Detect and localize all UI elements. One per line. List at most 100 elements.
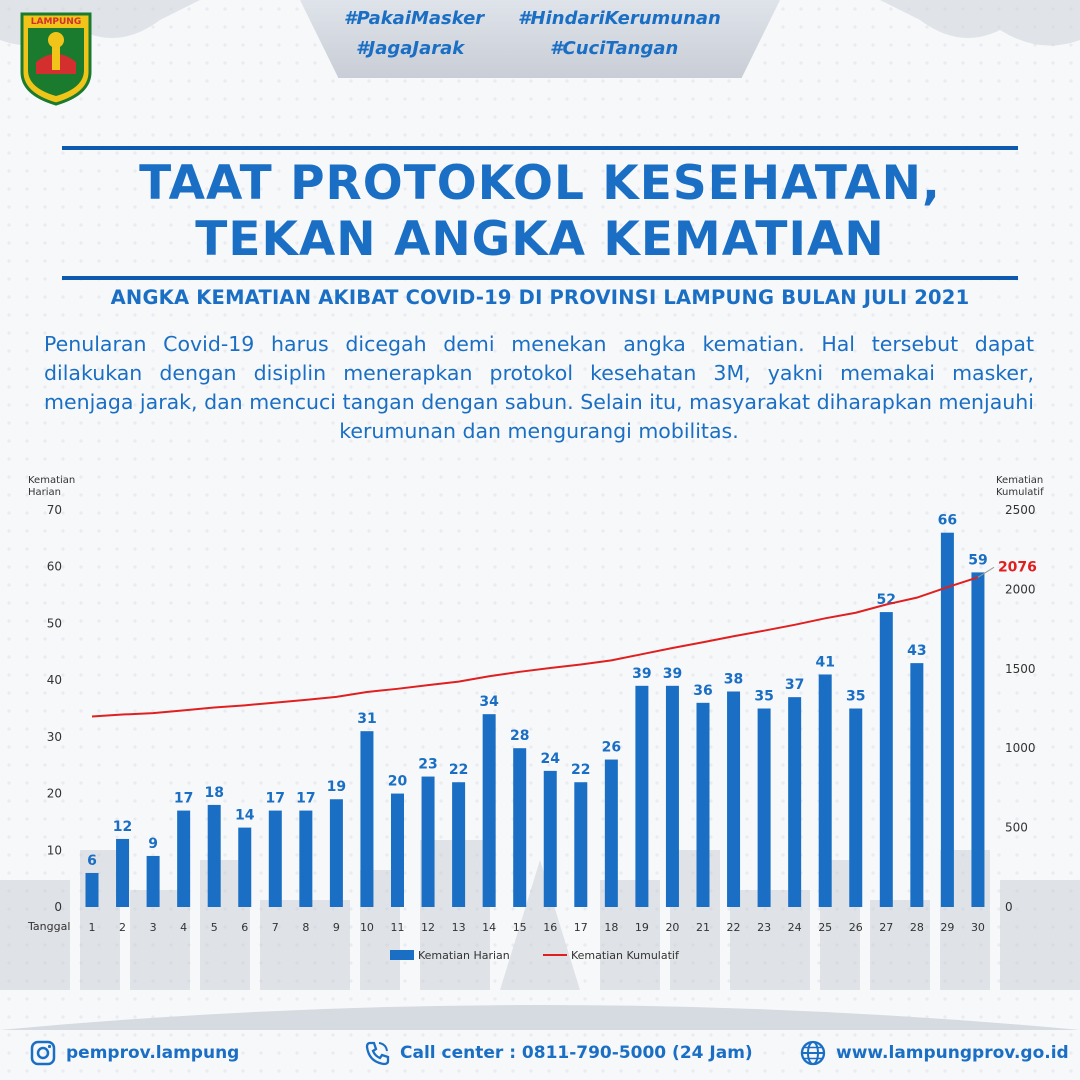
chart-subtitle: ANGKA KEMATIAN AKIBAT COVID-19 DI PROVIN… bbox=[110, 286, 970, 309]
hashtag: #CuciTangan bbox=[550, 38, 679, 59]
x-tick-label: 26 bbox=[849, 921, 863, 934]
y-tick-label-left: 10 bbox=[47, 843, 62, 857]
instagram-handle: pemprov.lampung bbox=[66, 1043, 240, 1063]
line-kematian-kumulatif bbox=[91, 576, 979, 718]
bar-data-label: 22 bbox=[571, 762, 590, 778]
website-url: www.lampungprov.go.id bbox=[836, 1043, 1069, 1063]
bar-kematian-harian bbox=[238, 827, 252, 907]
bar-kematian-harian bbox=[635, 685, 649, 907]
bar-kematian-harian bbox=[177, 810, 191, 907]
description-paragraph: Penularan Covid-19 harus dicegah demi me… bbox=[44, 332, 1034, 443]
y-tick-label-right: 1500 bbox=[1005, 662, 1036, 676]
bar-data-label: 39 bbox=[663, 666, 682, 682]
hashtag: #PakaiMasker bbox=[344, 8, 485, 29]
right-ornament bbox=[880, 0, 1080, 46]
y-tick-label-left: 70 bbox=[47, 503, 62, 517]
call-center-text: Call center : 0811-790-5000 (24 Jam) bbox=[400, 1043, 753, 1063]
y-tick-label-right: 500 bbox=[1005, 821, 1028, 835]
footer-website[interactable]: www.lampungprov.go.id bbox=[800, 1040, 1069, 1066]
city-skyline-decoration bbox=[0, 840, 1080, 990]
x-tick-label: 29 bbox=[940, 921, 954, 934]
bar-data-label: 9 bbox=[148, 836, 158, 852]
bar-kematian-harian bbox=[513, 748, 527, 907]
bar-kematian-harian bbox=[940, 532, 954, 907]
hashtag: #JagaJarak bbox=[356, 38, 465, 59]
y-axis-title-right-line1: Kematian bbox=[996, 475, 1043, 486]
bar-kematian-harian bbox=[788, 697, 802, 907]
title-rule-top bbox=[62, 146, 1018, 150]
svg-text:LAMPUNG: LAMPUNG bbox=[31, 17, 81, 27]
x-tick-label: 23 bbox=[757, 921, 771, 934]
bar-data-label: 41 bbox=[815, 654, 834, 670]
x-tick-label: 12 bbox=[421, 921, 435, 934]
x-tick-label: 9 bbox=[333, 921, 340, 934]
bar-data-label: 38 bbox=[724, 671, 743, 687]
footer-instagram[interactable]: pemprov.lampung bbox=[30, 1040, 239, 1066]
bar-kematian-harian bbox=[818, 674, 832, 907]
bar-kematian-harian bbox=[543, 770, 557, 907]
bar-data-label: 35 bbox=[846, 689, 865, 705]
x-tick-label: 13 bbox=[452, 921, 466, 934]
x-tick-label: 22 bbox=[727, 921, 741, 934]
hashtag-banner bbox=[300, 0, 780, 78]
bar-kematian-harian bbox=[207, 804, 221, 907]
bar-kematian-harian bbox=[910, 663, 924, 907]
y-tick-label-right: 2000 bbox=[1005, 582, 1036, 596]
bar-data-label: 43 bbox=[907, 643, 926, 659]
bar-data-label: 20 bbox=[388, 774, 408, 790]
bar-kematian-harian bbox=[85, 872, 99, 907]
bar-data-label: 66 bbox=[938, 513, 957, 529]
x-tick-label: 10 bbox=[360, 921, 374, 934]
bar-data-label: 17 bbox=[296, 791, 315, 807]
bar-data-label: 24 bbox=[541, 751, 561, 767]
bar-data-label: 37 bbox=[785, 677, 804, 693]
bar-kematian-harian bbox=[116, 838, 130, 907]
line-end-label: 2076 bbox=[998, 559, 1037, 575]
bar-kematian-harian bbox=[452, 782, 466, 907]
bar-kematian-harian bbox=[757, 708, 771, 907]
x-tick-label: 25 bbox=[818, 921, 832, 934]
title-rule-bottom bbox=[62, 276, 1018, 280]
lampung-logo: LAMPUNG bbox=[20, 12, 92, 106]
end-label-leader bbox=[977, 566, 995, 578]
y-tick-label-right: 1000 bbox=[1005, 741, 1036, 755]
bar-data-label: 12 bbox=[113, 819, 132, 835]
bar-kematian-harian bbox=[727, 691, 741, 907]
x-tick-label: 17 bbox=[574, 921, 588, 934]
y-axis-title-left-line2: Harian bbox=[28, 487, 61, 498]
x-tick-label: 18 bbox=[604, 921, 618, 934]
y-tick-label-left: 20 bbox=[47, 787, 62, 801]
bar-data-label: 36 bbox=[693, 683, 712, 699]
legend-label-line: Kematian Kumulatif bbox=[571, 949, 680, 962]
x-tick-label: 21 bbox=[696, 921, 710, 934]
bar-data-label: 34 bbox=[479, 694, 499, 710]
x-tick-label: 14 bbox=[482, 921, 496, 934]
y-axis-title-right-line2: Kumulatif bbox=[996, 487, 1044, 498]
bar-kematian-harian bbox=[696, 702, 710, 907]
hashtag: #HindariKerumunan bbox=[518, 8, 721, 29]
y-tick-label-left: 30 bbox=[47, 730, 62, 744]
y-tick-label-left: 50 bbox=[47, 616, 62, 630]
x-tick-label: 4 bbox=[180, 921, 187, 934]
x-tick-label: 8 bbox=[302, 921, 309, 934]
bar-kematian-harian bbox=[971, 572, 985, 907]
footer-call-center[interactable]: Call center : 0811-790-5000 (24 Jam) bbox=[364, 1040, 753, 1066]
x-tick-label: 15 bbox=[513, 921, 527, 934]
x-tick-label: 5 bbox=[211, 921, 218, 934]
x-tick-label: 3 bbox=[150, 921, 157, 934]
bar-kematian-harian bbox=[268, 810, 282, 907]
page-title-line1: TAAT PROTOKOL KESEHATAN, bbox=[139, 156, 941, 211]
bar-kematian-harian bbox=[421, 776, 435, 907]
bar-data-label: 28 bbox=[510, 728, 529, 744]
bar-data-label: 17 bbox=[174, 791, 193, 807]
bar-kematian-harian bbox=[879, 612, 893, 907]
bar-kematian-harian bbox=[482, 714, 496, 907]
bar-data-label: 31 bbox=[357, 711, 376, 727]
x-tick-label: 28 bbox=[910, 921, 924, 934]
bar-kematian-harian bbox=[391, 793, 404, 907]
bar-kematian-harian bbox=[604, 759, 618, 907]
bar-data-label: 22 bbox=[449, 762, 468, 778]
bar-data-label: 39 bbox=[632, 666, 651, 682]
x-axis-title: Tanggal bbox=[27, 920, 70, 933]
